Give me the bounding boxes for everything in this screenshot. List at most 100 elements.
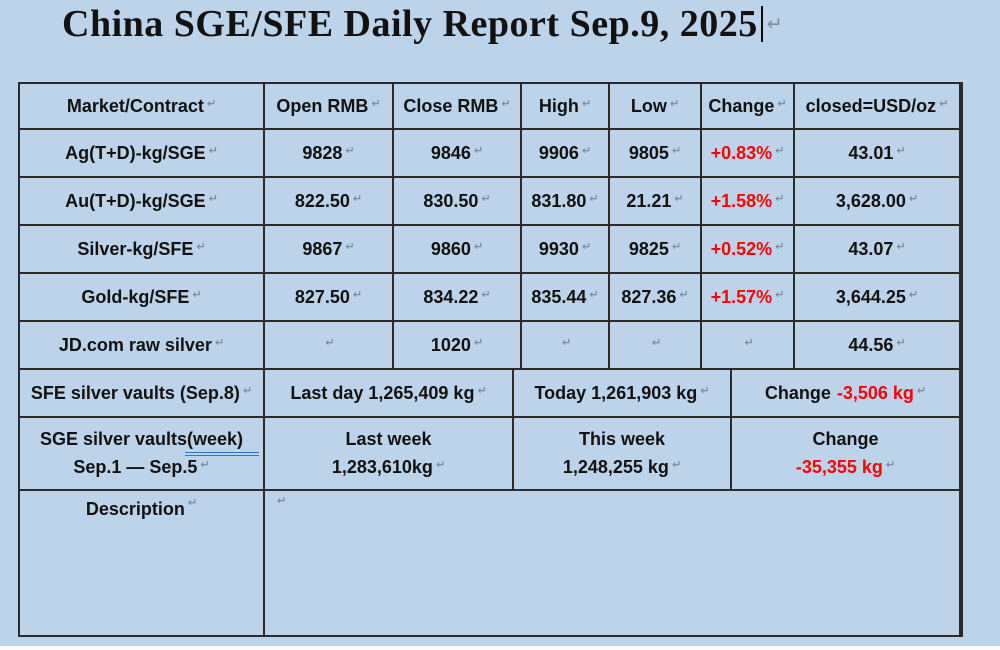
paragraph-mark-icon: ↵	[345, 143, 355, 157]
cell-high-jd[interactable]: ↵	[522, 322, 610, 368]
sfe-change-value: -3,506 kg	[836, 382, 914, 403]
cell-close-ag[interactable]: 9846 ↵	[394, 130, 522, 176]
cell-change-au[interactable]: +1.58% ↵	[702, 178, 795, 224]
cell-description-body[interactable]: ↵	[265, 491, 961, 635]
paragraph-mark-icon: ↵	[908, 191, 919, 205]
paragraph-mark-icon: ↵	[669, 96, 680, 110]
contract-label: Gold-kg/SFE	[81, 286, 190, 307]
cell-contract-gold[interactable]: Gold-kg/SFE ↵	[20, 274, 265, 320]
cell-close-gold[interactable]: 834.22 ↵	[394, 274, 522, 320]
low-value: 827.36	[621, 286, 677, 307]
cell-open-gold[interactable]: 827.50 ↵	[265, 274, 394, 320]
window-bottom-edge	[0, 646, 1000, 650]
paragraph-mark-icon: ↵	[775, 143, 785, 157]
cell-description-label[interactable]: Description ↵	[20, 491, 265, 635]
cell-contract-ag[interactable]: Ag(T+D)-kg/SGE ↵	[20, 130, 265, 176]
cell-low-gold[interactable]: 827.36 ↵	[610, 274, 702, 320]
cell-high-gold[interactable]: 835.44 ↵	[522, 274, 610, 320]
cell-high-ag[interactable]: 9906 ↵	[522, 130, 610, 176]
usd-value: 3,644.25	[835, 286, 906, 307]
cell-usd-au[interactable]: 3,628.00 ↵	[795, 178, 961, 224]
cell-low-jd[interactable]: ↵	[610, 322, 702, 368]
header-cell-low[interactable]: Low ↵	[610, 84, 702, 128]
cell-low-au[interactable]: 21.21 ↵	[610, 178, 702, 224]
header-cell-closed-usd-oz[interactable]: closed=USD/oz ↵	[795, 84, 961, 128]
paragraph-mark-icon: ↵	[671, 143, 682, 157]
cell-high-silver[interactable]: 9930 ↵	[522, 226, 610, 272]
cell-change-jd[interactable]: ↵	[702, 322, 795, 368]
sfe-today-value: Today 1,261,903 kg	[534, 382, 698, 403]
paragraph-mark-icon: ↵	[581, 143, 592, 157]
close-value: 834.22	[423, 286, 479, 307]
header-cell-close-rmb[interactable]: Close RMB ↵	[394, 84, 522, 128]
paragraph-mark-icon: ↵	[766, 13, 783, 35]
table-row-silver: Silver-kg/SFE ↵ 9867 ↵ 9860 ↵ 9930 ↵ 9825 ↵ +…	[20, 226, 961, 274]
paragraph-mark-icon: ↵	[674, 191, 684, 205]
sge-this-week-value: 1,248,255 kg	[562, 456, 669, 477]
cell-close-au[interactable]: 830.50 ↵	[394, 178, 522, 224]
paragraph-mark-icon: ↵	[214, 335, 225, 349]
paragraph-mark-icon: ↵	[481, 287, 491, 301]
paragraph-mark-icon: ↵	[777, 96, 787, 110]
paragraph-mark-icon: ↵	[481, 191, 491, 205]
cell-high-au[interactable]: 831.80 ↵	[522, 178, 610, 224]
cell-change-silver[interactable]: +0.52% ↵	[702, 226, 795, 272]
contract-label: Au(T+D)-kg/SGE	[65, 190, 206, 211]
cell-contract-jd[interactable]: JD.com raw silver ↵	[20, 322, 265, 368]
sge-vaults-week-underlined: (week)	[185, 426, 260, 456]
cell-sfe-change[interactable]: Change -3,506 kg ↵	[732, 370, 961, 416]
cell-contract-silver[interactable]: Silver-kg/SFE ↵	[20, 226, 265, 272]
cell-usd-ag[interactable]: 43.01 ↵	[795, 130, 961, 176]
paragraph-mark-icon: ↵	[671, 239, 682, 253]
cell-sfe-last-day[interactable]: Last day 1,265,409 kg ↵	[265, 370, 514, 416]
cell-low-silver[interactable]: 9825 ↵	[610, 226, 702, 272]
header-cell-change[interactable]: Change ↵	[702, 84, 795, 128]
cell-change-gold[interactable]: +1.57% ↵	[702, 274, 795, 320]
paragraph-mark-icon: ↵	[208, 143, 218, 157]
cell-sfe-vaults-label[interactable]: SFE silver vaults (Sep.8) ↵	[20, 370, 265, 416]
change-value: +0.83%	[710, 142, 773, 163]
cell-close-jd[interactable]: 1020 ↵	[394, 322, 522, 368]
cell-change-ag[interactable]: +0.83% ↵	[702, 130, 795, 176]
cell-sfe-today[interactable]: Today 1,261,903 kg ↵	[514, 370, 732, 416]
description-label: Description	[85, 499, 185, 519]
usd-value: 44.56	[848, 334, 894, 355]
paragraph-mark-icon: ↵	[651, 335, 662, 349]
cell-usd-silver[interactable]: 43.07 ↵	[795, 226, 961, 272]
cell-sge-vaults-label[interactable]: SGE silver vaults (week) Sep.1 — Sep.5 ↵	[20, 418, 265, 489]
header-label: closed=USD/oz	[805, 95, 937, 116]
page-title[interactable]: China SGE/SFE Daily Report Sep.9, 2025	[62, 3, 758, 45]
cell-contract-au[interactable]: Au(T+D)-kg/SGE ↵	[20, 178, 265, 224]
header-label: Low	[630, 95, 667, 116]
sge-vaults-label-line1: SGE silver vaults (week)	[40, 426, 260, 456]
open-value: 822.50	[294, 190, 350, 211]
paragraph-mark-icon: ↵	[192, 287, 202, 301]
header-cell-market-contract[interactable]: Market/Contract ↵	[20, 84, 265, 128]
table-row-sfe-vaults: SFE silver vaults (Sep.8) ↵ Last day 1,26…	[20, 370, 961, 418]
change-value: +0.52%	[710, 238, 773, 259]
cell-sge-change[interactable]: Change -35,355 kg ↵	[732, 418, 961, 489]
paragraph-mark-icon: ↵	[561, 335, 572, 349]
cell-open-silver[interactable]: 9867 ↵	[265, 226, 394, 272]
cell-usd-jd[interactable]: 44.56 ↵	[795, 322, 961, 368]
cell-usd-gold[interactable]: 3,644.25 ↵	[795, 274, 961, 320]
header-cell-open-rmb[interactable]: Open RMB ↵	[265, 84, 394, 128]
paragraph-mark-icon: ↵	[581, 96, 592, 110]
paragraph-mark-icon: ↵	[775, 191, 785, 205]
cell-close-silver[interactable]: 9860 ↵	[394, 226, 522, 272]
paragraph-mark-icon: ↵	[501, 96, 511, 110]
high-value: 835.44	[531, 286, 587, 307]
header-cell-high[interactable]: High ↵	[522, 84, 610, 128]
paragraph-mark-icon: ↵	[916, 383, 927, 397]
sge-this-week-label: This week	[578, 428, 666, 449]
cell-open-au[interactable]: 822.50 ↵	[265, 178, 394, 224]
cell-open-ag[interactable]: 9828 ↵	[265, 130, 394, 176]
cell-low-ag[interactable]: 9805 ↵	[610, 130, 702, 176]
cell-open-jd[interactable]: ↵	[265, 322, 394, 368]
paragraph-mark-icon: ↵	[200, 457, 210, 471]
paragraph-mark-icon: ↵	[208, 191, 218, 205]
cell-sge-this-week[interactable]: This week 1,248,255 kg ↵	[514, 418, 732, 489]
low-value: 21.21	[626, 190, 672, 211]
cell-sge-last-week[interactable]: Last week 1,283,610kg ↵	[265, 418, 514, 489]
change-value: +1.57%	[710, 286, 773, 307]
